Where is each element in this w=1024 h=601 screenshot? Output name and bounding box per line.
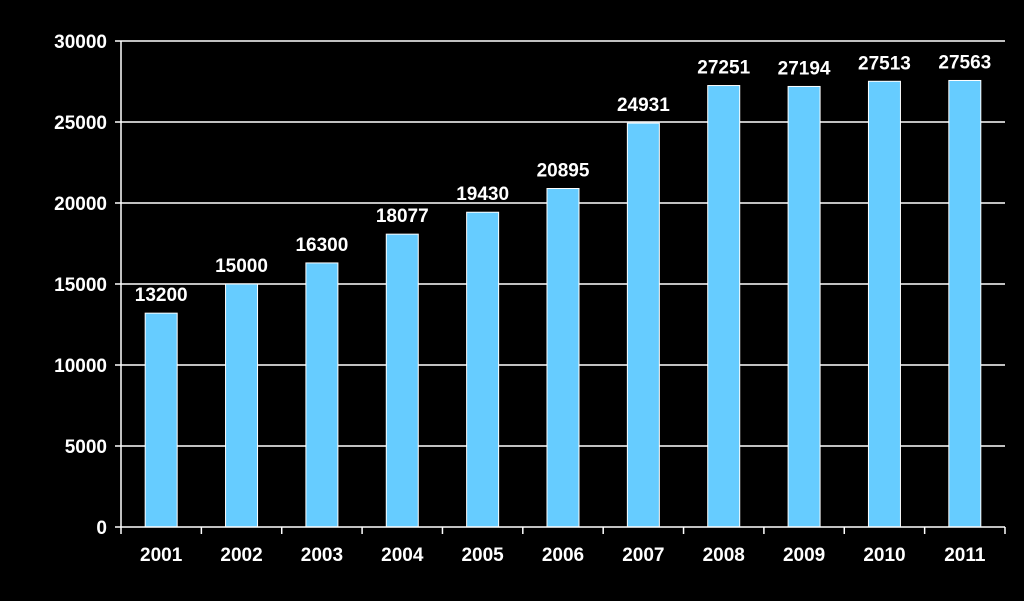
data-label-2004: 18077 — [376, 206, 429, 227]
bar-2009 — [787, 85, 821, 528]
y-tick-label: 5000 — [65, 437, 107, 458]
data-label-2007: 24931 — [617, 95, 670, 116]
data-label-2003: 16300 — [295, 235, 348, 256]
bar-2008 — [707, 85, 741, 528]
data-label-2009: 27194 — [778, 58, 831, 79]
x-tick-label-2008: 2008 — [703, 545, 745, 566]
bar-2004 — [385, 233, 419, 528]
y-tick-label: 25000 — [54, 113, 107, 134]
y-tick-label: 15000 — [54, 275, 107, 296]
x-tick-label-2001: 2001 — [140, 545, 183, 566]
bars — [144, 79, 982, 528]
bar-2010 — [867, 80, 901, 528]
x-tick-label-2003: 2003 — [301, 545, 343, 566]
data-label-2001: 13200 — [135, 285, 188, 306]
y-tick-label: 20000 — [54, 194, 107, 215]
y-tick-label: 10000 — [54, 356, 107, 377]
x-axis-tick-labels: 2001 2002 2003 2004 2005 2006 2007 2008 2009 2010… — [140, 545, 986, 566]
data-label-2002: 15000 — [215, 256, 268, 277]
data-label-2011: 27563 — [938, 52, 991, 73]
x-tick-label-2006: 2006 — [542, 545, 584, 566]
data-label-2006: 20895 — [537, 161, 590, 182]
x-tick-label-2007: 2007 — [622, 545, 664, 566]
axes — [115, 40, 1006, 534]
y-tick-label: 0 — [96, 518, 107, 539]
data-label-2008: 27251 — [697, 58, 750, 79]
bar-2005 — [466, 211, 500, 528]
bar-2003 — [305, 262, 339, 528]
x-tick-label-2010: 2010 — [863, 545, 905, 566]
y-tick-label: 30000 — [54, 32, 107, 53]
x-tick-label-2009: 2009 — [783, 545, 825, 566]
data-labels: 13200 15000 16300 18077 19430 20895 24931 27251… — [135, 52, 991, 306]
x-tick-label-2011: 2011 — [944, 545, 986, 566]
x-tick-label-2004: 2004 — [381, 545, 424, 566]
x-tick-label-2002: 2002 — [220, 545, 262, 566]
bar-2002 — [225, 283, 259, 528]
bar-2001 — [144, 312, 178, 528]
bar-2006 — [546, 188, 580, 528]
bar-2007 — [626, 122, 660, 528]
bar-2011 — [948, 79, 982, 528]
data-label-2005: 19430 — [456, 184, 509, 205]
y-axis-tick-labels: 0 5000 10000 15000 20000 25000 30000 — [54, 32, 107, 539]
x-tick-label-2005: 2005 — [461, 545, 504, 566]
data-label-2010: 27513 — [858, 53, 911, 74]
